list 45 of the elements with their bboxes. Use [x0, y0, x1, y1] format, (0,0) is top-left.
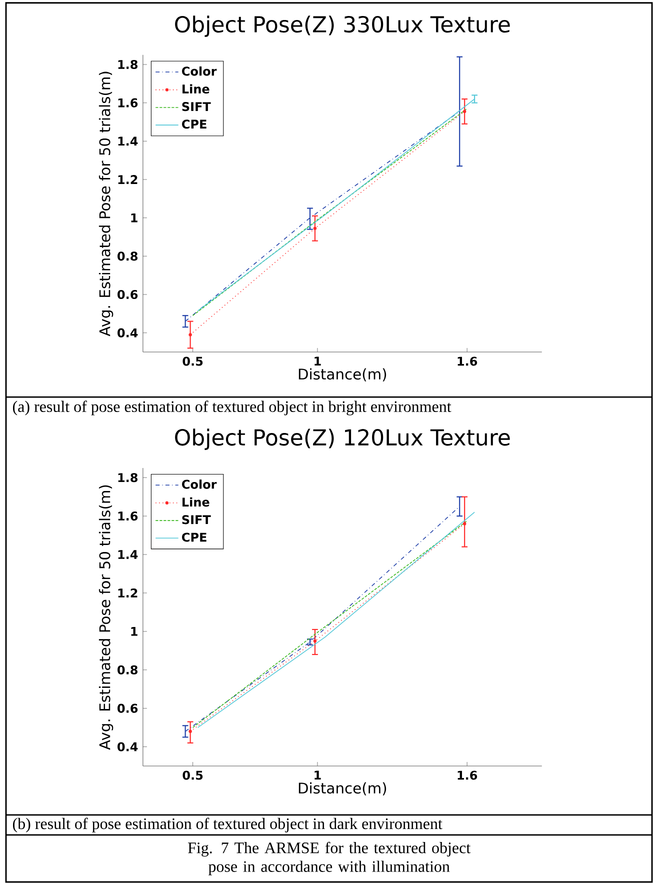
point: [462, 110, 466, 114]
legend-label: Line: [182, 497, 210, 507]
point: [462, 522, 466, 526]
y-tick-label: 0.8: [118, 252, 138, 261]
point: [313, 639, 317, 643]
x-tick-label: 1: [314, 356, 321, 366]
y-tick-label: 0.6: [118, 704, 138, 713]
point: [188, 730, 192, 733]
legend-label: SIFT: [182, 102, 211, 112]
legend-label: Color: [182, 66, 217, 76]
x-tick-label: 1: [314, 770, 321, 780]
y-tick-label: 1.2: [118, 175, 138, 184]
y-tick-label: 0.6: [118, 290, 138, 300]
point: [313, 226, 317, 230]
legend-label: CPE: [182, 120, 206, 129]
x-tick-label: 1.6: [458, 770, 478, 780]
legend-label: CPE: [182, 532, 206, 542]
point: [188, 333, 192, 336]
y-tick-label: 1.6: [118, 98, 138, 108]
y-tick-label: 0.4: [118, 328, 138, 338]
text: (b) result of pose estimation of textured object in dark environment: [12, 818, 442, 832]
legend-label: Line: [182, 84, 210, 94]
text: (a) result of pose estimation of textured object in bright environment: [12, 400, 452, 416]
caption: Fig. 7 The ARMSE for the textured object pose in accordance with illumination: [188, 842, 471, 876]
y-tick-label: 1.2: [118, 588, 138, 598]
y-axis-title: Avg. Estimated Pose for 50 trials(m): [98, 72, 114, 336]
y-tick-label: 1: [131, 627, 138, 636]
chart-title: Object Pose(Z) 120Lux Texture: [175, 428, 510, 450]
legend-label: Color: [182, 480, 217, 489]
x-axis-title: Distance(m): [298, 368, 386, 382]
y-tick-label: 1: [131, 213, 138, 222]
x-axis-title: Distance(m): [298, 782, 386, 796]
x-tick-label: 1.6: [458, 356, 478, 366]
y-tick-label: 1.6: [118, 512, 138, 521]
y-tick-label: 0.4: [118, 742, 138, 752]
x-tick-label: 0.5: [182, 770, 203, 780]
chart-title: Object Pose(Z) 330Lux Texture: [175, 16, 510, 37]
y-tick-label: 0.8: [118, 665, 138, 674]
legend-label: SIFT: [182, 515, 211, 524]
y-tick-label: 1.4: [118, 550, 138, 559]
y-tick-label: 1.8: [118, 60, 138, 70]
y-tick-label: 1.8: [118, 473, 138, 482]
y-axis-title: Avg. Estimated Pose for 50 trials(m): [98, 485, 114, 750]
x-tick-label: 0.5: [182, 356, 203, 366]
y-tick-label: 1.4: [118, 136, 138, 146]
